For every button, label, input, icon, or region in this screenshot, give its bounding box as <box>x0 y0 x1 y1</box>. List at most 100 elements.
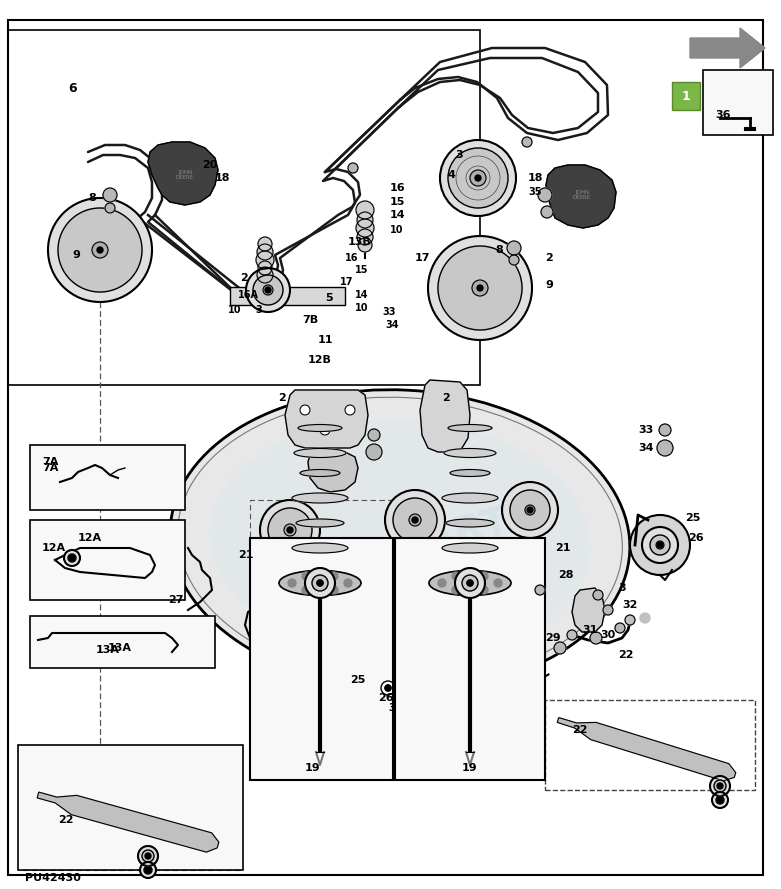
Circle shape <box>535 585 545 595</box>
Circle shape <box>409 514 421 526</box>
Circle shape <box>260 500 320 560</box>
Bar <box>30 616 215 668</box>
Text: 22: 22 <box>572 725 587 735</box>
Circle shape <box>374 674 402 702</box>
Bar <box>18 745 243 870</box>
Circle shape <box>48 198 152 302</box>
Circle shape <box>103 188 117 202</box>
Text: 7B: 7B <box>302 315 318 325</box>
Text: 3: 3 <box>255 305 262 315</box>
Bar <box>395 538 545 780</box>
Circle shape <box>710 776 730 796</box>
Circle shape <box>452 573 460 580</box>
Text: 28: 28 <box>558 570 573 580</box>
Circle shape <box>452 586 460 594</box>
Text: 15: 15 <box>355 265 369 275</box>
Polygon shape <box>546 165 616 228</box>
Circle shape <box>145 867 151 873</box>
Text: 2: 2 <box>545 253 553 263</box>
Circle shape <box>455 568 485 598</box>
Circle shape <box>522 137 532 147</box>
Polygon shape <box>558 717 736 781</box>
Text: 18: 18 <box>215 173 230 183</box>
Bar <box>30 520 185 600</box>
Text: 3: 3 <box>618 583 626 593</box>
Circle shape <box>317 580 323 586</box>
Circle shape <box>625 615 635 625</box>
Circle shape <box>554 642 566 654</box>
Text: 25: 25 <box>685 513 701 523</box>
Circle shape <box>440 140 516 216</box>
Text: JOHN
DEERE: JOHN DEERE <box>176 170 194 180</box>
Circle shape <box>657 542 663 548</box>
Ellipse shape <box>296 519 344 527</box>
Text: 34: 34 <box>638 443 654 453</box>
Text: 17: 17 <box>415 253 430 263</box>
Polygon shape <box>420 380 470 452</box>
Text: 33: 33 <box>638 425 653 435</box>
Circle shape <box>320 425 330 435</box>
Text: PU42430: PU42430 <box>25 873 81 883</box>
Ellipse shape <box>300 469 340 477</box>
Text: 32: 32 <box>622 600 637 610</box>
Text: 18: 18 <box>528 173 544 183</box>
Circle shape <box>68 554 76 562</box>
Ellipse shape <box>442 493 498 503</box>
Circle shape <box>105 203 115 213</box>
Circle shape <box>480 586 488 594</box>
Circle shape <box>650 535 670 555</box>
Polygon shape <box>37 792 219 853</box>
Text: 22: 22 <box>618 650 633 660</box>
Circle shape <box>138 846 158 866</box>
Text: 19: 19 <box>462 763 478 773</box>
Text: 26: 26 <box>688 533 704 543</box>
Bar <box>545 700 755 790</box>
Circle shape <box>356 219 374 237</box>
Text: 12A: 12A <box>78 533 102 543</box>
Text: 9: 9 <box>545 280 553 290</box>
Ellipse shape <box>446 519 494 527</box>
Circle shape <box>510 490 550 530</box>
Circle shape <box>541 206 553 218</box>
Circle shape <box>330 573 338 580</box>
Ellipse shape <box>448 425 492 431</box>
Circle shape <box>284 524 296 536</box>
Circle shape <box>58 208 142 292</box>
Polygon shape <box>690 28 765 68</box>
Circle shape <box>642 527 678 563</box>
Circle shape <box>345 405 355 415</box>
Circle shape <box>312 575 328 591</box>
Text: 36: 36 <box>715 110 730 120</box>
Circle shape <box>717 797 723 803</box>
Text: 29: 29 <box>545 633 561 643</box>
Circle shape <box>428 236 532 340</box>
Text: 2: 2 <box>278 393 286 403</box>
Text: 11: 11 <box>318 335 333 345</box>
Text: 7A: 7A <box>42 463 59 473</box>
Text: 21: 21 <box>238 550 254 560</box>
Circle shape <box>385 685 391 691</box>
Text: 10: 10 <box>390 225 404 235</box>
Circle shape <box>356 201 374 219</box>
Circle shape <box>462 575 478 591</box>
Text: 31: 31 <box>582 625 597 635</box>
Ellipse shape <box>298 425 342 431</box>
Text: 25: 25 <box>350 675 366 685</box>
Text: 12A: 12A <box>42 543 66 553</box>
Polygon shape <box>572 588 605 632</box>
Text: 1: 1 <box>682 90 690 102</box>
Circle shape <box>716 796 724 804</box>
Polygon shape <box>148 142 218 205</box>
Text: 16: 16 <box>390 183 405 193</box>
Circle shape <box>593 590 603 600</box>
Circle shape <box>385 685 391 691</box>
Circle shape <box>253 275 283 305</box>
Circle shape <box>470 170 486 186</box>
Polygon shape <box>308 450 358 492</box>
Text: 2: 2 <box>442 393 450 403</box>
Circle shape <box>268 508 312 552</box>
Circle shape <box>603 605 613 615</box>
Text: 33: 33 <box>382 307 395 317</box>
Bar <box>250 538 393 780</box>
Text: 4: 4 <box>448 170 456 180</box>
